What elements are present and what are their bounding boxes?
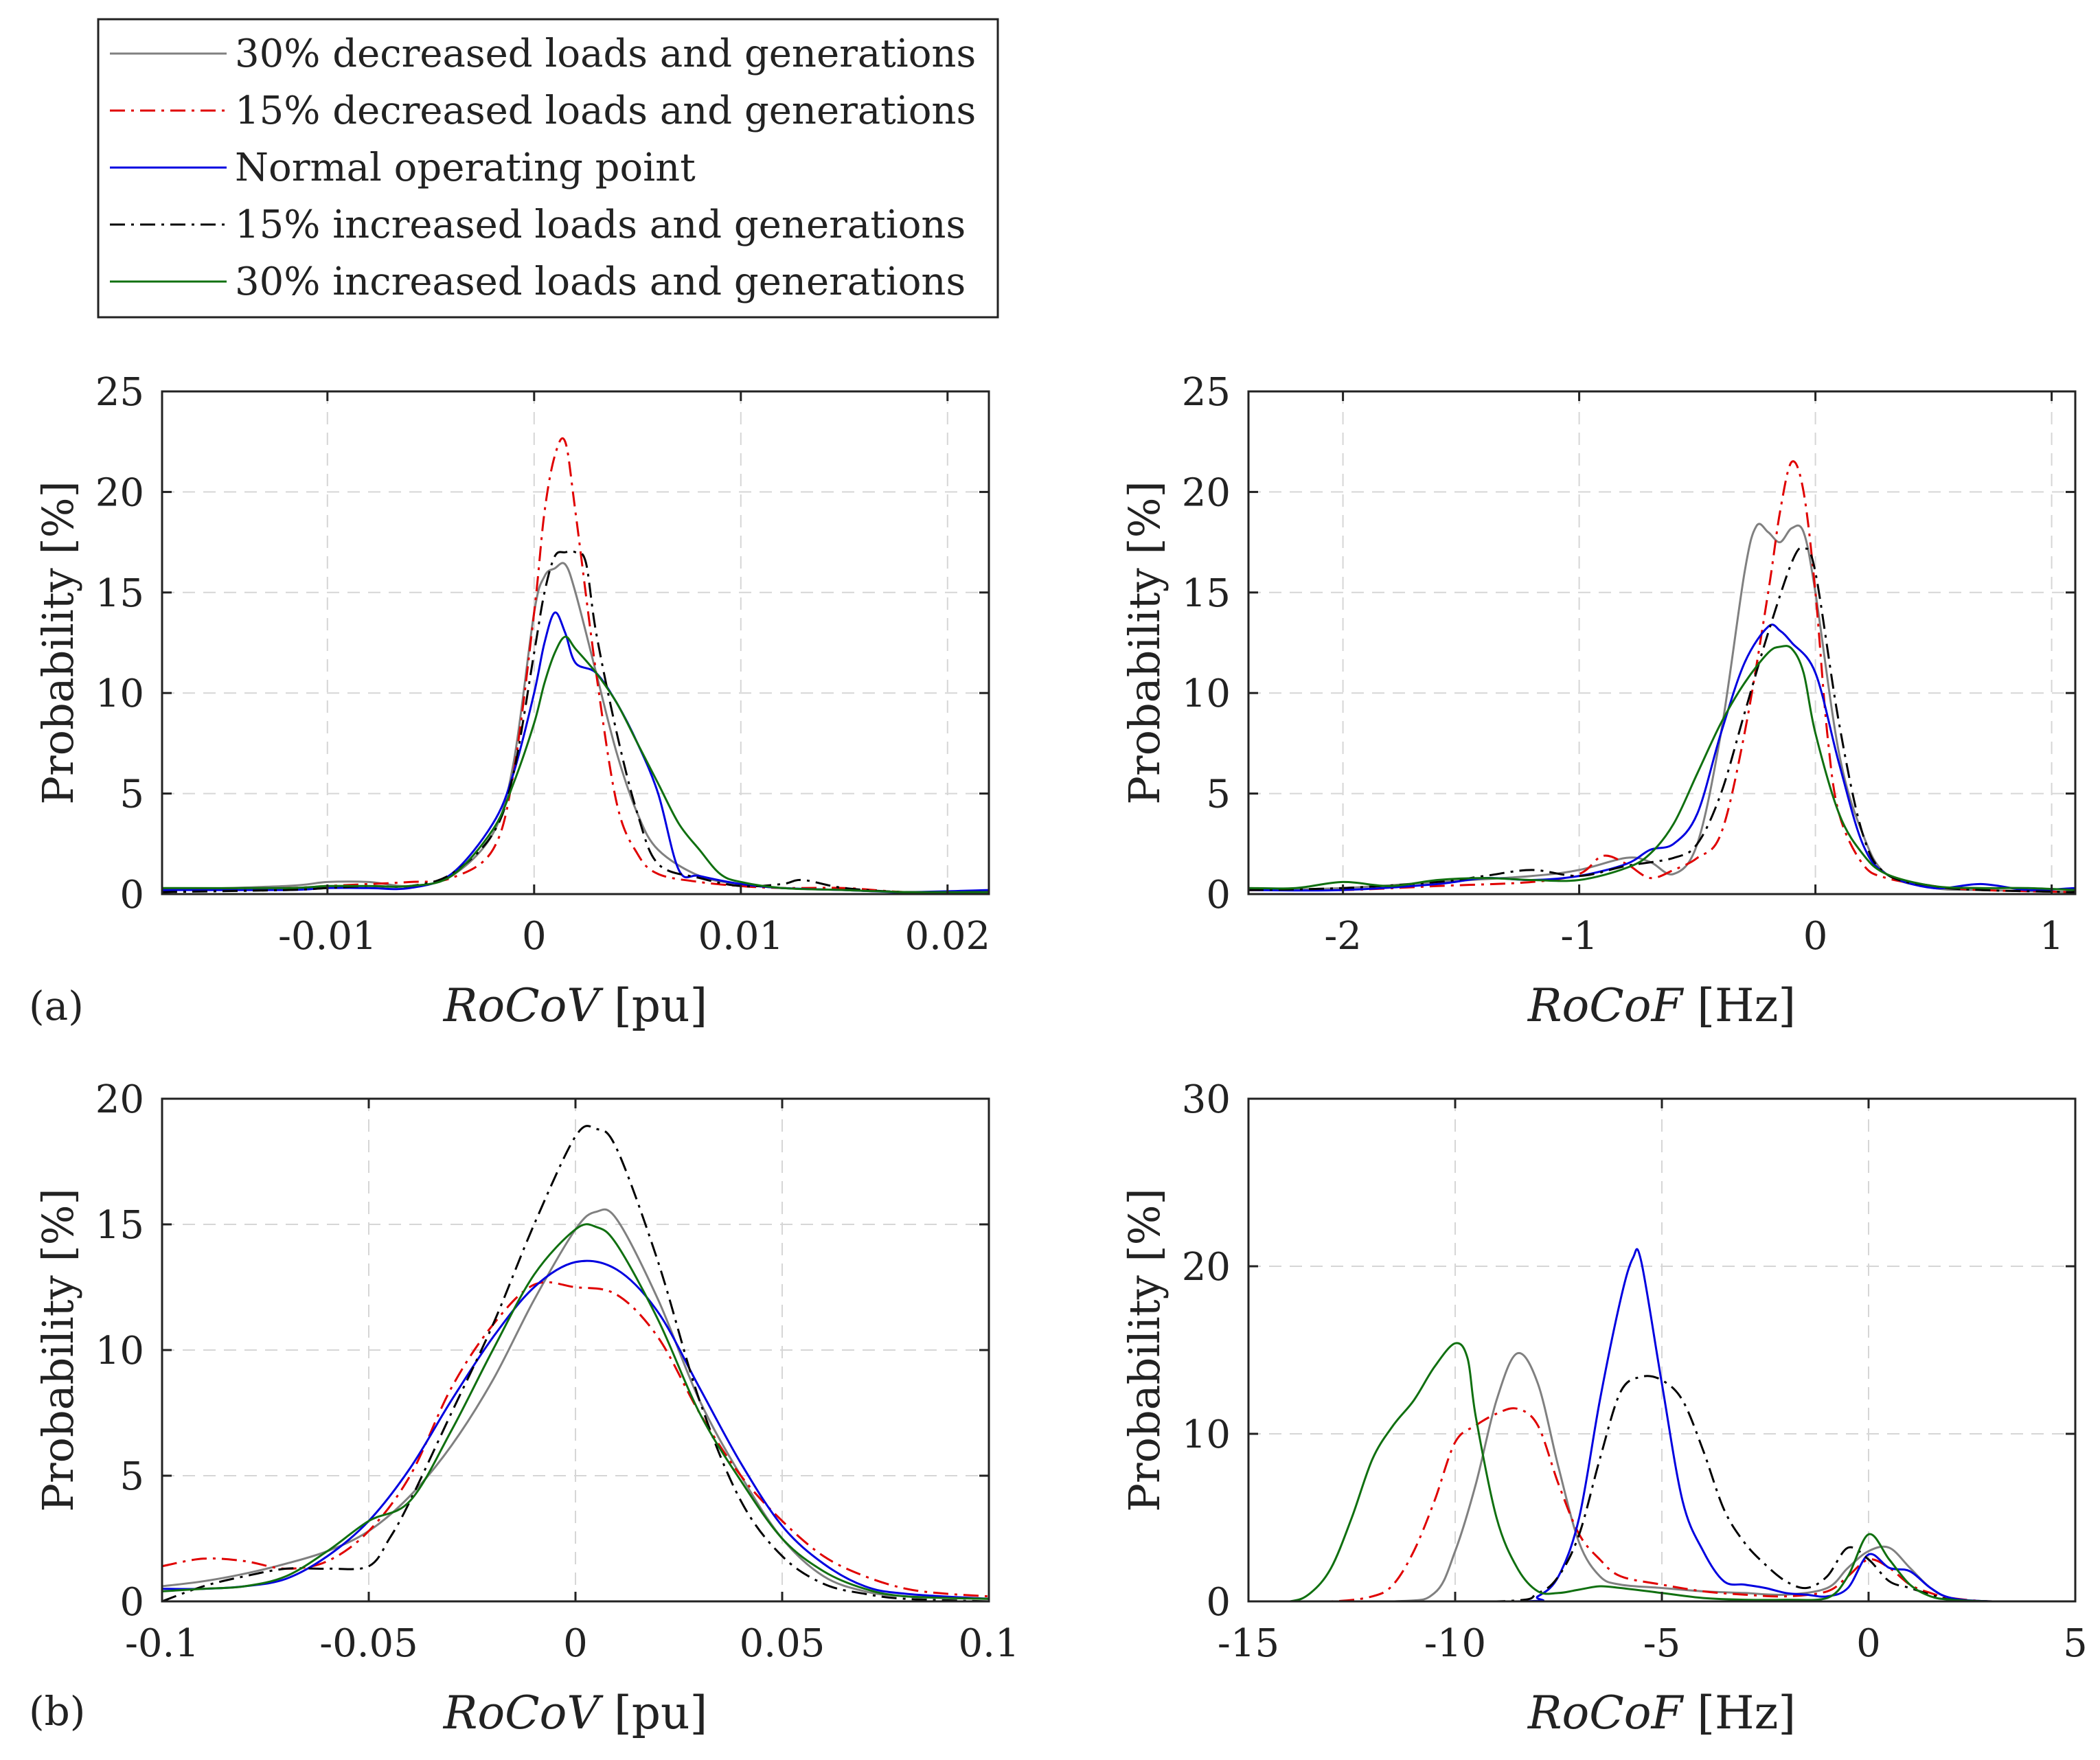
axes-box bbox=[1247, 390, 2077, 895]
panel-label-a: (a) bbox=[29, 983, 84, 1029]
y-axis-label: Probability [%] bbox=[1119, 481, 1169, 804]
x-tick-label: -2 bbox=[1324, 914, 1362, 959]
y-tick-label: 20 bbox=[1182, 1245, 1231, 1290]
series-line bbox=[162, 437, 989, 893]
y-tick-label: 0 bbox=[1206, 1580, 1231, 1625]
chart-a-rocov: -0.01 0 0.01 0.02 0 5 10 15 20 25 Probability [%] R… bbox=[33, 370, 990, 1032]
x-tick-label: 0 bbox=[1803, 914, 1828, 959]
plot-background bbox=[162, 391, 989, 894]
y-axis-label: Probability [%] bbox=[33, 1188, 83, 1511]
x-tick-label: -15 bbox=[1218, 1621, 1279, 1666]
y-tick-label: 15 bbox=[95, 1203, 144, 1248]
x-tick-label: -0.05 bbox=[319, 1621, 418, 1666]
x-axis-label: RoCoV [pu] bbox=[443, 1687, 708, 1739]
x-tick-label: -1 bbox=[1560, 914, 1598, 959]
y-tick-label: 20 bbox=[1182, 470, 1231, 515]
legend-entry: 15% increased loads and generations bbox=[110, 203, 966, 247]
y-tick-label: 25 bbox=[95, 370, 144, 415]
x-axis-label: RoCoF [Hz] bbox=[1527, 979, 1796, 1032]
x-axis-variable: RoCoF bbox=[1527, 979, 1685, 1032]
series-line bbox=[162, 1223, 989, 1600]
x-tick-label: -0.01 bbox=[278, 914, 377, 959]
series-line bbox=[1248, 1407, 2075, 1601]
x-axis-variable: RoCoV bbox=[443, 979, 604, 1032]
y-tick-label: 25 bbox=[1182, 370, 1231, 415]
x-axis-variable: RoCoV bbox=[443, 1687, 604, 1739]
x-axis-unit: [pu] bbox=[600, 979, 707, 1032]
x-tick-label: 0.02 bbox=[904, 914, 990, 959]
x-tick-label: 0 bbox=[563, 1621, 588, 1666]
y-tick-label: 10 bbox=[1182, 672, 1231, 716]
series-line bbox=[1248, 1351, 2075, 1601]
legend-entry: Normal operating point bbox=[110, 146, 696, 190]
series-group bbox=[162, 437, 989, 893]
y-tick-label: 20 bbox=[95, 1077, 144, 1122]
series-line bbox=[1248, 645, 2075, 891]
legend: 30% decreased loads and generations 15% … bbox=[97, 18, 999, 319]
y-tick-label: 5 bbox=[119, 773, 144, 817]
y-tick-label: 15 bbox=[95, 571, 144, 616]
x-tick-label: 0.1 bbox=[958, 1621, 1019, 1666]
series-line bbox=[162, 1281, 989, 1598]
y-tick-label: 20 bbox=[95, 470, 144, 515]
y-tick-label: 5 bbox=[119, 1454, 144, 1499]
x-axis-unit: [Hz] bbox=[1682, 1687, 1796, 1739]
series-group bbox=[1248, 460, 2075, 893]
plot-background bbox=[1248, 391, 2075, 894]
x-tick-label: 0.05 bbox=[740, 1621, 825, 1666]
legend-label: 30% decreased loads and generations bbox=[235, 32, 976, 76]
legend-label: Normal operating point bbox=[235, 146, 696, 190]
y-tick-label: 10 bbox=[95, 1329, 144, 1373]
axes-box bbox=[161, 390, 990, 895]
legend-label: 30% increased loads and generations bbox=[235, 260, 966, 304]
series-line bbox=[1248, 1342, 2075, 1601]
legend-label: 15% increased loads and generations bbox=[235, 203, 966, 247]
series-line bbox=[162, 1125, 989, 1601]
x-axis-label: RoCoV [pu] bbox=[443, 979, 708, 1032]
legend-entry: 15% decreased loads and generations bbox=[110, 89, 976, 133]
x-tick-label: 5 bbox=[2063, 1621, 2088, 1666]
panel-label-b: (b) bbox=[29, 1688, 85, 1735]
y-tick-label: 0 bbox=[119, 873, 144, 917]
legend-box bbox=[97, 18, 999, 319]
series-line bbox=[1248, 547, 2075, 893]
series-group bbox=[162, 1125, 989, 1601]
x-tick-label: 1 bbox=[2040, 914, 2064, 959]
y-tick-label: 10 bbox=[95, 672, 144, 716]
x-axis-unit: [pu] bbox=[600, 1687, 707, 1739]
legend-entry: 30% decreased loads and generations bbox=[110, 32, 976, 76]
x-tick-label: -10 bbox=[1424, 1621, 1486, 1666]
y-axis-label: Probability [%] bbox=[1119, 1188, 1169, 1511]
series-line bbox=[162, 635, 989, 893]
y-tick-label: 0 bbox=[119, 1580, 144, 1625]
series-group bbox=[1248, 1248, 2075, 1601]
x-tick-label: 0.01 bbox=[698, 914, 784, 959]
y-axis-label: Probability [%] bbox=[33, 481, 83, 804]
x-tick-label: 0 bbox=[522, 914, 547, 959]
y-tick-label: 10 bbox=[1182, 1413, 1231, 1457]
x-axis-label: RoCoF [Hz] bbox=[1527, 1687, 1796, 1739]
x-tick-label: 0 bbox=[1856, 1621, 1881, 1666]
legend-entry: 30% increased loads and generations bbox=[110, 260, 966, 304]
series-line bbox=[1248, 1375, 2075, 1601]
y-tick-label: 0 bbox=[1206, 873, 1231, 917]
series-line bbox=[1248, 523, 2075, 893]
y-tick-label: 30 bbox=[1182, 1077, 1231, 1122]
x-tick-label: -0.1 bbox=[125, 1621, 199, 1666]
chart-b-rocov: -0.1 -0.05 0 0.05 0.1 0 5 10 15 20 Probability [%]… bbox=[33, 1077, 1020, 1739]
x-tick-label: -5 bbox=[1643, 1621, 1681, 1666]
x-axis-variable: RoCoF bbox=[1527, 1687, 1685, 1739]
legend-label: 15% decreased loads and generations bbox=[235, 89, 976, 133]
series-line bbox=[162, 1259, 989, 1600]
x-axis-unit: [Hz] bbox=[1682, 979, 1796, 1032]
chart-b-rocof: -15 -10 -5 0 5 0 10 20 30 Probability [%] RoCoF [H… bbox=[1119, 1077, 2088, 1739]
y-tick-label: 5 bbox=[1206, 773, 1231, 817]
y-tick-label: 15 bbox=[1182, 571, 1231, 616]
